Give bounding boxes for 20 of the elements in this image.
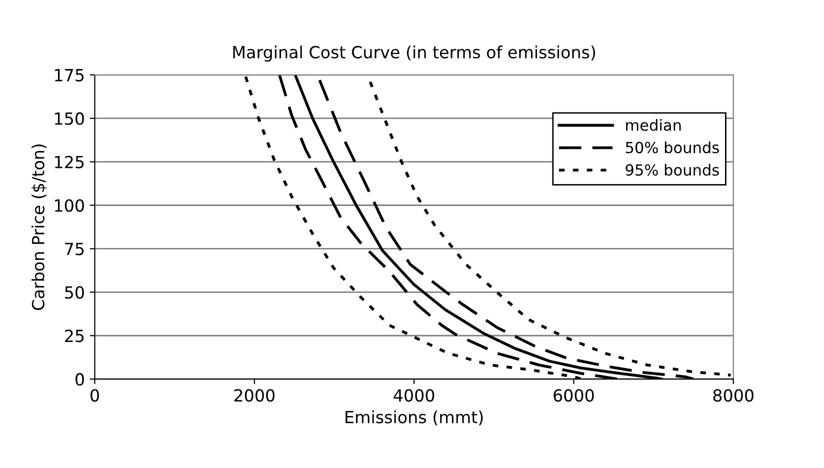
y-tick-label: 25 xyxy=(65,330,84,342)
x-tick-label: 8000 xyxy=(713,389,754,402)
x-tick-label: 4000 xyxy=(394,389,434,402)
y-tick-label: 175 xyxy=(55,69,84,82)
y-axis-title: Carbon Price ($/ton) xyxy=(32,144,47,310)
x-tick-label: 2000 xyxy=(234,389,275,402)
x-tick-label: 6000 xyxy=(554,389,594,402)
x-axis-title: Emissions (mmt) xyxy=(346,410,483,426)
line-series xyxy=(368,80,732,376)
y-tick-label: 150 xyxy=(55,112,84,125)
legend-label: 50% bounds xyxy=(626,141,719,154)
x-tick-label: 0 xyxy=(90,389,99,402)
legend-label: 95% bounds xyxy=(626,164,719,176)
chart-title: Marginal Cost Curve (in terms of emissions) xyxy=(233,46,596,62)
y-tick-label: 50 xyxy=(65,286,84,299)
y-tick-label: 125 xyxy=(55,156,84,168)
y-tick-label: 100 xyxy=(55,199,84,212)
y-tick-label: 0 xyxy=(76,373,84,386)
y-tick-label: 75 xyxy=(65,242,84,256)
legend-label: median xyxy=(626,119,681,131)
